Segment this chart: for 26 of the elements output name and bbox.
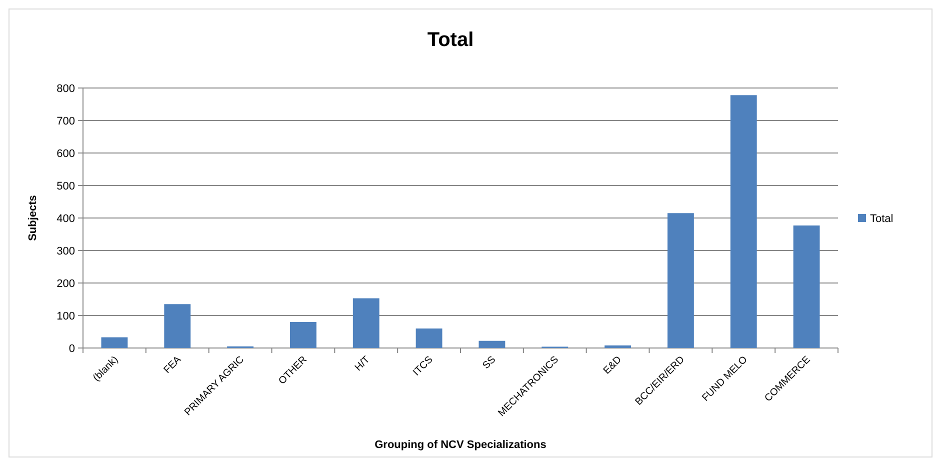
bar bbox=[290, 322, 316, 348]
bar bbox=[101, 337, 128, 348]
bar bbox=[416, 328, 442, 348]
y-tick-label: 700 bbox=[56, 115, 75, 128]
legend-label: Total bbox=[870, 212, 894, 225]
bar bbox=[793, 225, 820, 348]
y-tick-label: 400 bbox=[56, 212, 75, 225]
bar bbox=[478, 340, 506, 348]
y-tick-label: 200 bbox=[56, 278, 75, 290]
bar bbox=[352, 298, 380, 348]
x-tick-label: H/T bbox=[353, 354, 372, 374]
chart-title: Total bbox=[427, 29, 474, 51]
y-tick-label: 800 bbox=[56, 82, 75, 95]
bar bbox=[730, 95, 757, 348]
y-tick-label: 600 bbox=[56, 148, 75, 160]
x-axis-title: Grouping of NCV Specializations bbox=[374, 439, 546, 451]
y-tick-label: 500 bbox=[56, 180, 75, 192]
y-tick-label: 0 bbox=[68, 342, 75, 355]
bar bbox=[164, 304, 191, 348]
bar bbox=[604, 345, 632, 348]
bar bbox=[667, 213, 694, 348]
y-tick-label: 100 bbox=[56, 310, 75, 322]
y-axis-title: Subjects bbox=[27, 195, 39, 241]
x-tick-label: FEA bbox=[162, 354, 184, 376]
x-tick-label: SS bbox=[480, 354, 498, 372]
y-tick-label: 300 bbox=[56, 245, 75, 258]
